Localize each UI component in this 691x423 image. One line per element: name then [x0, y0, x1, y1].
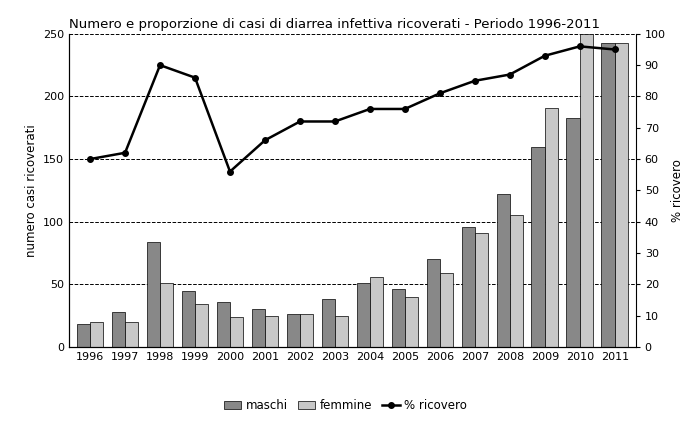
Bar — [357, 283, 370, 347]
Bar — [230, 317, 243, 347]
Y-axis label: numero casi ricoverati: numero casi ricoverati — [25, 124, 37, 257]
Bar — [405, 297, 418, 347]
Bar — [475, 233, 488, 347]
Bar — [252, 309, 265, 347]
Bar — [392, 289, 405, 347]
Bar — [531, 146, 545, 347]
Bar — [615, 43, 628, 347]
Bar — [321, 299, 335, 347]
Bar — [567, 118, 580, 347]
Bar — [335, 316, 348, 347]
Bar — [370, 277, 384, 347]
Bar — [497, 194, 510, 347]
Bar — [440, 273, 453, 347]
Bar — [182, 291, 195, 347]
Bar — [265, 316, 278, 347]
Bar — [287, 314, 300, 347]
Bar — [160, 283, 173, 347]
Bar — [545, 108, 558, 347]
Bar — [300, 314, 313, 347]
Bar — [510, 215, 523, 347]
Bar — [146, 242, 160, 347]
Bar — [580, 34, 593, 347]
Bar — [426, 259, 440, 347]
Bar — [90, 322, 104, 347]
Bar — [217, 302, 230, 347]
Legend: maschi, femmine, % ricovero: maschi, femmine, % ricovero — [219, 395, 472, 417]
Text: Numero e proporzione di casi di diarrea infettiva ricoverati - Periodo 1996-2011: Numero e proporzione di casi di diarrea … — [69, 18, 600, 31]
Bar — [125, 322, 138, 347]
Bar — [112, 312, 125, 347]
Bar — [195, 304, 208, 347]
Bar — [77, 324, 90, 347]
Y-axis label: % ricovero: % ricovero — [671, 159, 684, 222]
Bar — [601, 43, 615, 347]
Bar — [462, 227, 475, 347]
